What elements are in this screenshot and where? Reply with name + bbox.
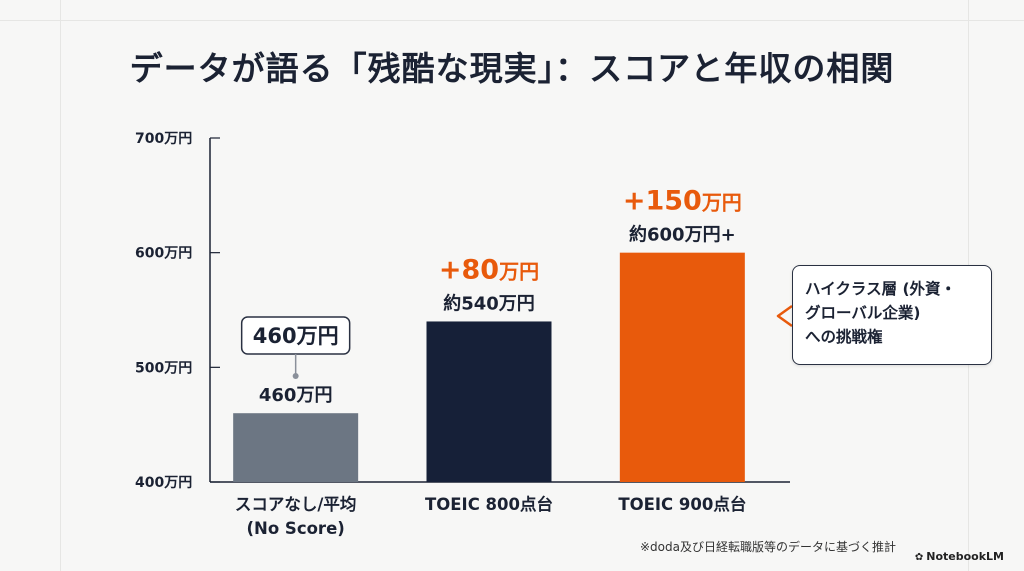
callout-line-1: ハイクラス層 (外資・: [805, 280, 957, 298]
brand-watermark: ✿ NotebookLM: [915, 550, 1004, 563]
y-tick-label: 500万円: [135, 360, 192, 376]
category-label: スコアなし/平均: [235, 494, 357, 514]
y-tick-label: 700万円: [135, 131, 192, 147]
y-tick-label: 600万円: [135, 246, 192, 262]
badge-connector-dot: [292, 373, 299, 379]
notebooklm-icon: ✿: [914, 552, 924, 563]
guide-line-left: [60, 0, 61, 571]
badge-label: 460万円: [253, 324, 339, 348]
brand-name: NotebookLM: [926, 550, 1004, 563]
category-label: TOEIC 900点台: [618, 494, 746, 514]
high-class-callout: ハイクラス層 (外資・ グローバル企業) への挑戦権: [792, 265, 992, 365]
bar: [426, 321, 552, 482]
guide-line-top: [0, 20, 1024, 21]
callout-pointer-icon: [776, 304, 793, 328]
source-footnote: ※doda及び日経転職版等のデータに基づく推計: [640, 540, 896, 554]
callout-line-3: への挑戦権: [805, 328, 883, 346]
callout-line-2: グローバル企業): [805, 304, 921, 322]
category-label: (No Score): [247, 519, 345, 538]
slide-title: データが語る「残酷な現実」：スコアと年収の相関: [129, 49, 895, 88]
bar-value-label: 460万円: [259, 385, 333, 406]
increase-label: +150万円: [623, 186, 742, 217]
bar-value-label: 約540万円: [443, 292, 535, 314]
bar: [619, 252, 745, 482]
y-tick-label: 400万円: [135, 475, 192, 491]
category-label: TOEIC 800点台: [425, 494, 553, 514]
bar-value-label: 約600万円+: [629, 224, 736, 246]
bar: [233, 413, 359, 482]
increase-label: +80万円: [439, 254, 539, 285]
